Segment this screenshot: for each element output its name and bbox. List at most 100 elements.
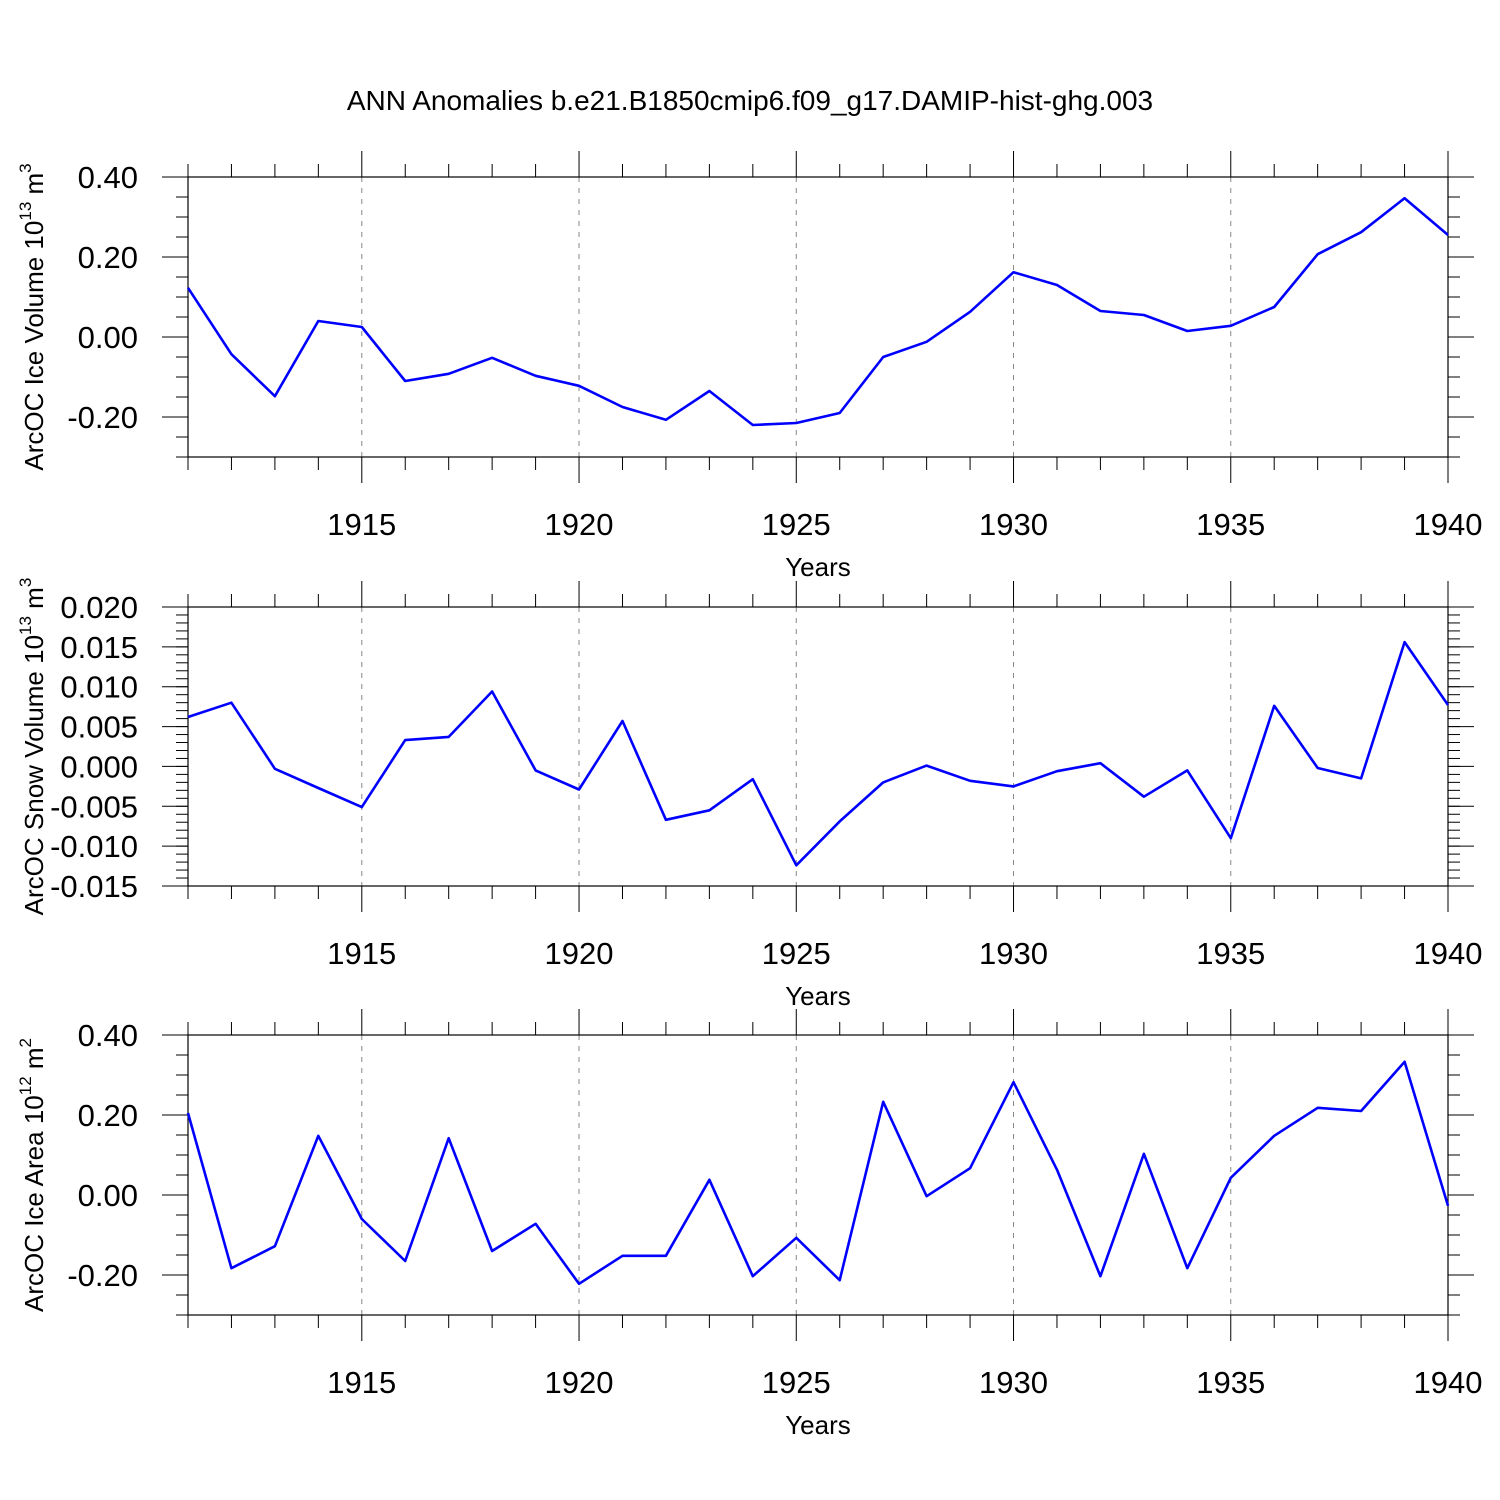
- data-point: [1012, 784, 1016, 788]
- y-tick-label: -0.010: [50, 829, 138, 864]
- y-tick-label: 0.00: [78, 1178, 138, 1213]
- data-point: [707, 808, 711, 812]
- data-point: [403, 379, 407, 383]
- x-tick-label: 1925: [762, 1365, 831, 1400]
- x-tick-label: 1930: [979, 1365, 1048, 1400]
- data-point: [1055, 283, 1059, 287]
- data-point: [1316, 252, 1320, 256]
- data-point: [1055, 1168, 1059, 1172]
- y-axis-label: ArcOC Ice Area 1012 m2: [16, 1038, 49, 1312]
- data-point: [186, 1111, 190, 1115]
- x-axis-label: Years: [785, 1410, 851, 1440]
- data-point: [1446, 703, 1450, 707]
- y-tick-label: -0.015: [50, 869, 138, 904]
- data-point: [1185, 329, 1189, 333]
- x-tick-label: 1935: [1196, 1365, 1265, 1400]
- y-axis-label-part-2: 12: [16, 1076, 35, 1095]
- data-point: [1185, 768, 1189, 772]
- data-point: [751, 423, 755, 427]
- data-point: [577, 788, 581, 792]
- data-point: [1229, 324, 1233, 328]
- data-point: [490, 1249, 494, 1253]
- x-tick-label: 1915: [327, 936, 396, 971]
- y-tick-label: -0.20: [67, 1258, 138, 1293]
- data-point: [1229, 836, 1233, 840]
- data-point: [794, 863, 798, 867]
- x-tick-label: 1920: [545, 1365, 614, 1400]
- data-point: [577, 384, 581, 388]
- data-point: [620, 1254, 624, 1258]
- x-tick-label: 1935: [1196, 936, 1265, 971]
- panels: -0.20 0.00 0.20 0.40 1915 1920 1925 1930 1935 194…: [16, 151, 1482, 1440]
- data-point: [229, 1266, 233, 1270]
- data-point: [186, 715, 190, 719]
- data-point: [968, 310, 972, 314]
- panel-3: -0.20 0.00 0.20 0.40 1915 1920 1925 1930 1935 194…: [16, 1009, 1482, 1440]
- data-point: [490, 356, 494, 360]
- y-axis-label: ArcOC Snow Volume 1013 m3: [16, 578, 49, 916]
- figure-title: ANN Anomalies b.e21.B1850cmip6.f09_g17.D…: [347, 85, 1153, 116]
- data-point: [620, 405, 624, 409]
- x-tick-label: 1940: [1414, 936, 1483, 971]
- data-point: [534, 768, 538, 772]
- y-tick-label: 0.010: [60, 670, 138, 705]
- data-point: [273, 394, 277, 398]
- data-point: [1055, 769, 1059, 773]
- data-point: [838, 411, 842, 415]
- data-point: [316, 319, 320, 323]
- panel-2: -0.015 -0.010 -0.005 0.000 0.005 0.010 0.015 0.…: [16, 578, 1482, 1011]
- y-axis-label-part-2: 13: [16, 616, 35, 635]
- data-point: [1446, 233, 1450, 237]
- y-axis-label-part-4: 3: [16, 578, 35, 587]
- data-point: [751, 1274, 755, 1278]
- y-axis-label-part-3: m: [19, 1047, 49, 1076]
- x-tick-label: 1915: [327, 507, 396, 542]
- data-point: [316, 1134, 320, 1138]
- data-point: [447, 372, 451, 376]
- data-point: [1403, 1060, 1407, 1064]
- data-point: [664, 818, 668, 822]
- data-point: [273, 767, 277, 771]
- data-point: [968, 1166, 972, 1170]
- series-line: [186, 196, 1449, 427]
- y-tick-label: 0.40: [78, 1018, 138, 1053]
- series-line: [187, 640, 1450, 867]
- data-point: [881, 1100, 885, 1104]
- data-point: [751, 777, 755, 781]
- data-point: [1403, 196, 1407, 200]
- x-tick-label: 1915: [327, 1365, 396, 1400]
- y-tick-label: 0.000: [60, 749, 138, 784]
- data-point: [1446, 1204, 1450, 1208]
- plot-frame: [187, 606, 1449, 887]
- x-tick-label: 1940: [1414, 1365, 1483, 1400]
- data-point: [925, 340, 929, 344]
- data-point: [707, 389, 711, 393]
- data-point: [577, 1282, 581, 1286]
- data-point: [1316, 1106, 1320, 1110]
- series-line: [186, 1060, 1450, 1286]
- data-point: [1142, 1152, 1146, 1156]
- data-point: [620, 719, 624, 723]
- data-point: [1272, 305, 1276, 309]
- x-tick-label: 1930: [979, 507, 1048, 542]
- data-point: [881, 780, 885, 784]
- data-point: [403, 738, 407, 742]
- data-point: [534, 1222, 538, 1226]
- data-point: [1012, 1080, 1016, 1084]
- x-tick-label: 1940: [1414, 507, 1483, 542]
- x-tick-label: 1935: [1196, 507, 1265, 542]
- data-point: [664, 1254, 668, 1258]
- data-point: [925, 764, 929, 768]
- x-axis-label: Years: [785, 981, 851, 1011]
- data-point: [1012, 270, 1016, 274]
- y-axis-label-part-4: 2: [16, 1038, 35, 1047]
- data-point: [403, 1259, 407, 1263]
- y-axis-label: ArcOC Ice Volume 1013 m3: [16, 163, 49, 470]
- data-point: [1403, 640, 1407, 644]
- y-tick-label: 0.005: [60, 710, 138, 745]
- data-point: [1316, 766, 1320, 770]
- y-axis-label-part-4: 3: [16, 163, 35, 172]
- data-point: [838, 819, 842, 823]
- data-point: [925, 1194, 929, 1198]
